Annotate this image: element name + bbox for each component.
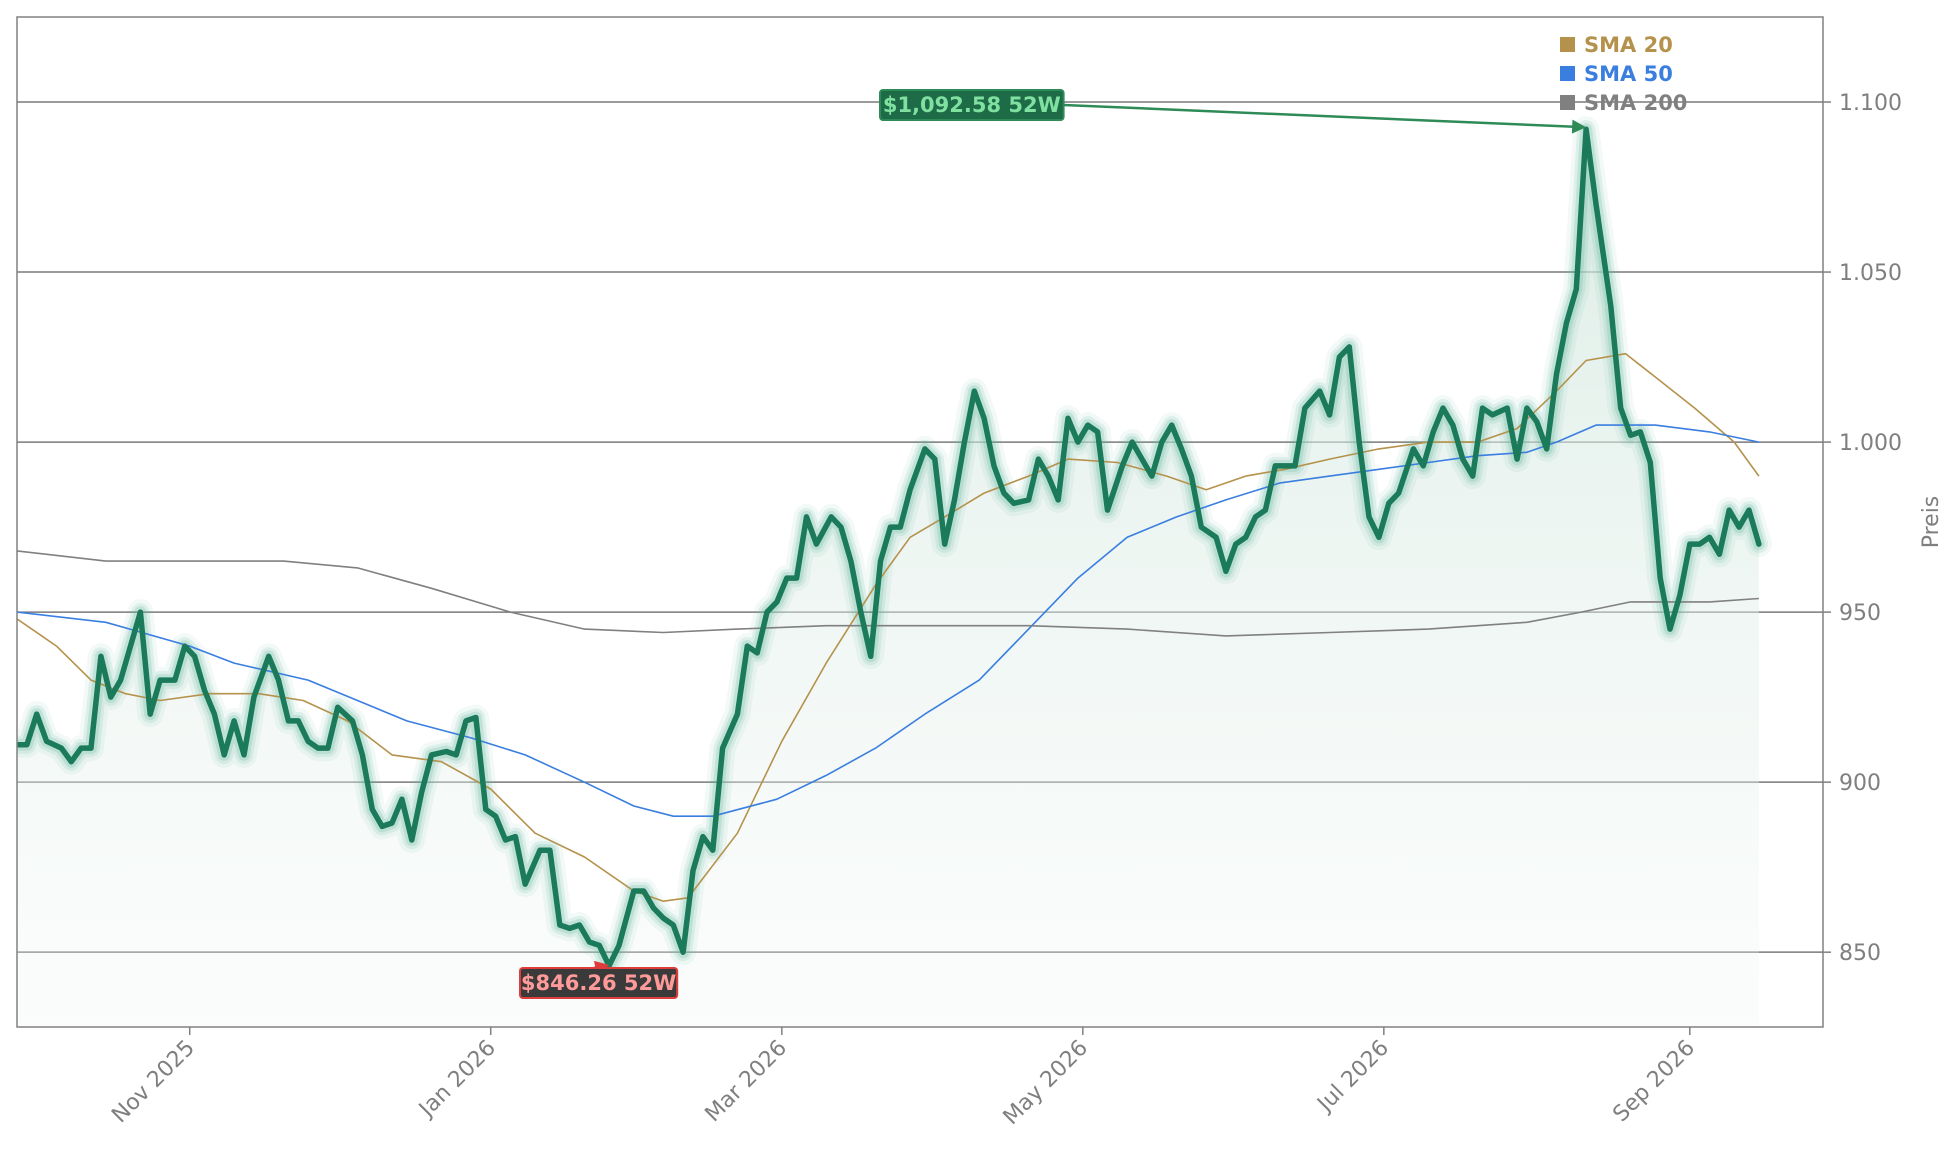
y-tick-label: 1.100 xyxy=(1839,91,1902,116)
price-line xyxy=(17,126,1762,969)
series-line-sma-20 xyxy=(17,352,1760,903)
y-tick-label: 850 xyxy=(1839,941,1881,966)
legend-swatch xyxy=(1560,95,1575,110)
y-tick-label: 950 xyxy=(1839,601,1881,626)
x-tick-label: Nov 2025 xyxy=(107,1036,200,1129)
legend: SMA 20 SMA 50 SMA 200 xyxy=(1560,33,1687,115)
price-area-fill xyxy=(17,129,1759,1027)
x-tick-label: May 2026 xyxy=(999,1036,1093,1130)
y-tick-label: 900 xyxy=(1839,771,1881,796)
legend-swatch xyxy=(1560,37,1575,52)
annotation-box xyxy=(879,89,1065,121)
x-tick-label: Sep 2026 xyxy=(1608,1036,1700,1128)
annotation-label: $846.26 52W xyxy=(521,971,676,995)
legend-label: SMA 50 xyxy=(1584,62,1673,86)
annotation-arrowhead xyxy=(1571,119,1587,134)
legend-label: SMA 200 xyxy=(1584,91,1687,115)
x-tick-label: Jul 2026 xyxy=(1312,1036,1394,1118)
annotation-arrow xyxy=(1063,103,1581,129)
annotation-label: $1,092.58 52W xyxy=(883,93,1061,117)
series-line-sma-50 xyxy=(17,424,1760,818)
x-tick-label: Jan 2026 xyxy=(413,1036,501,1124)
y-axis-label: Preis xyxy=(1919,496,1944,549)
plot-area xyxy=(17,116,1772,1027)
x-axis: Nov 2025 Jan 2026 Mar 2026 May 2026 Jul 2026… xyxy=(107,1027,1700,1130)
y-tick-label: 1.000 xyxy=(1839,431,1902,456)
annotation-box xyxy=(519,967,679,999)
legend-swatch xyxy=(1560,66,1575,81)
plot-frame xyxy=(16,16,1824,1028)
annotations: $1,092.58 52W $846.26 52W xyxy=(519,89,1587,999)
y-axis: 850 900 950 1.000 1.050 1.100 xyxy=(1823,91,1902,966)
y-tick-label: 1.050 xyxy=(1839,261,1902,286)
legend-label: SMA 20 xyxy=(1584,33,1673,57)
x-tick-label: Mar 2026 xyxy=(701,1036,793,1128)
